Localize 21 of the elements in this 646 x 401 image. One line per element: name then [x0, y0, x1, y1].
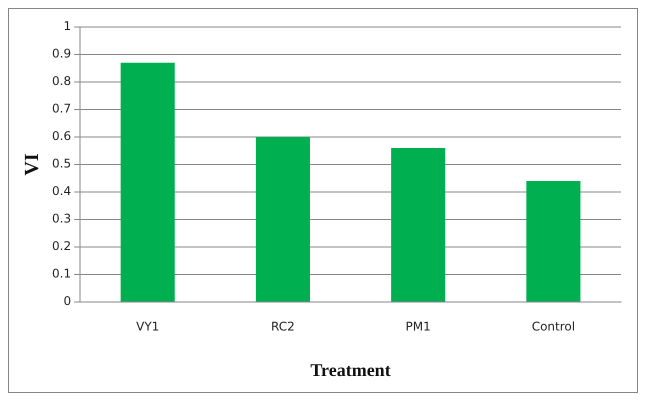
y-tick-label: 0.8 [52, 74, 72, 88]
x-axis-title: Treatment [310, 360, 391, 380]
bar [526, 181, 580, 302]
x-tick-label: VY1 [136, 319, 160, 334]
bar [391, 148, 446, 302]
y-tick-label: 0.7 [52, 102, 72, 116]
y-tick-label: 0.6 [52, 129, 72, 144]
y-tick-label: 0.5 [52, 156, 72, 171]
y-tick-label: 0.2 [52, 239, 72, 254]
y-axis-title: VI [21, 153, 44, 176]
y-tick-label: 0.1 [52, 266, 72, 281]
y-tick-label: 0 [63, 294, 72, 308]
x-tick-label: Control [532, 319, 576, 334]
y-tick-label: 0.9 [52, 46, 72, 61]
y-tick-label: 1 [63, 19, 72, 34]
bar [120, 62, 175, 302]
y-tick-label: 0.4 [52, 184, 72, 198]
x-tick-label: PM1 [406, 319, 431, 334]
x-tick-label: RC2 [271, 319, 295, 334]
bar [256, 137, 310, 302]
y-tick-label: 0.3 [52, 212, 72, 226]
